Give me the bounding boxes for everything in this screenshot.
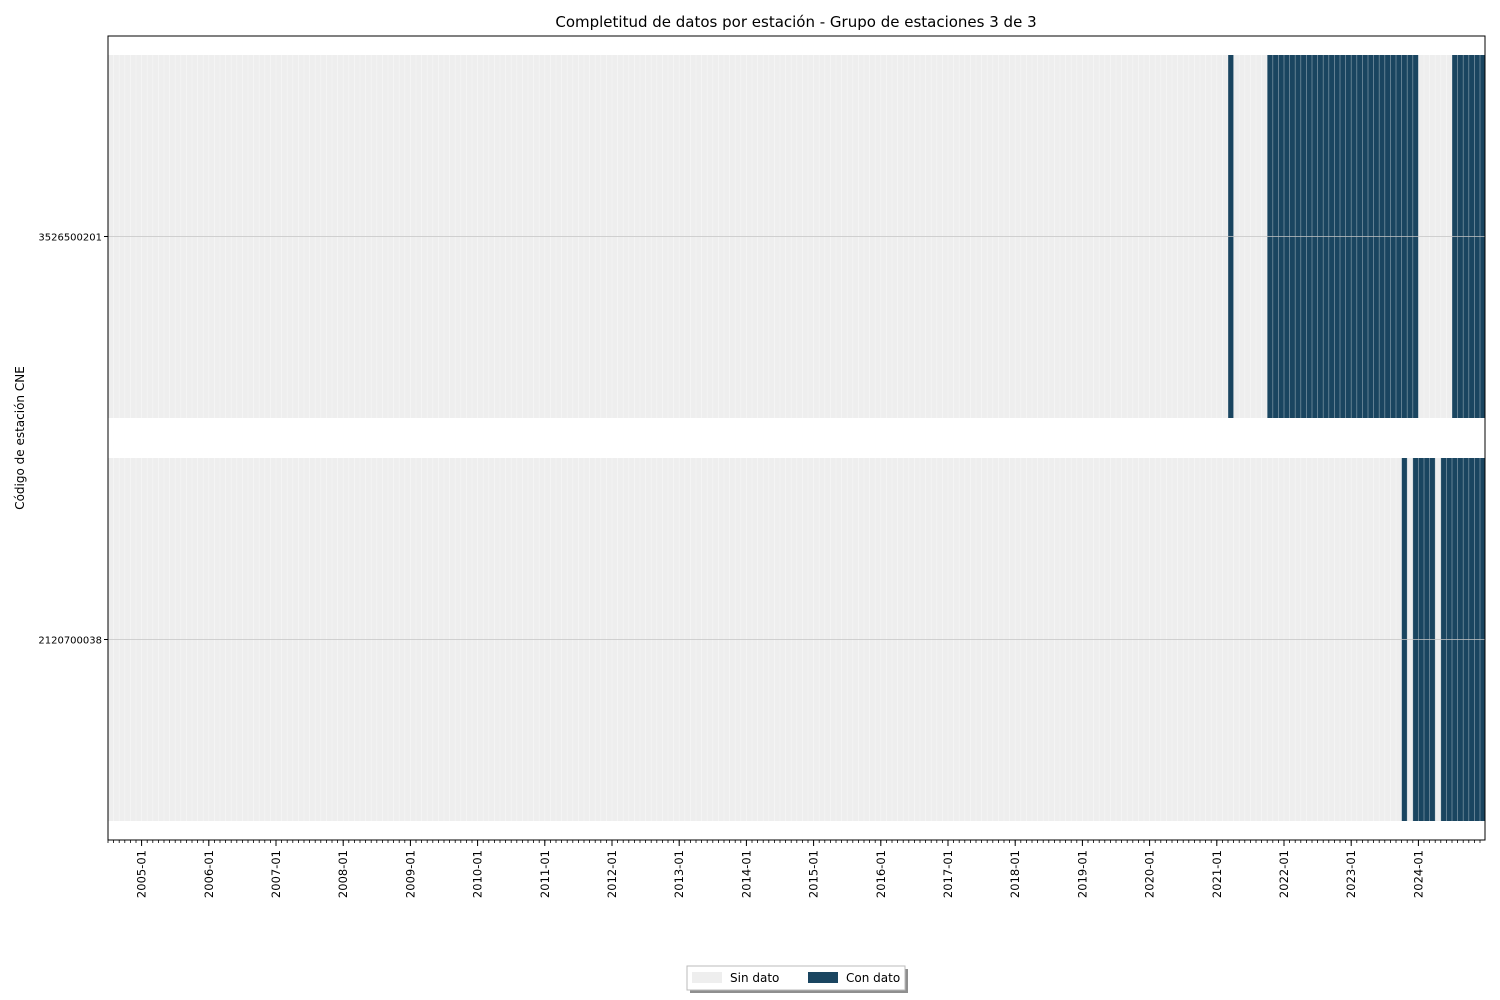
x-tick-label: 2014-01 <box>739 850 753 898</box>
chart-title: Completitud de datos por estación - Grup… <box>555 13 1036 31</box>
x-axis: 2005-01 2006-01 2007-01 2008-01 2009-01 2010-… <box>107 840 1481 898</box>
legend-box <box>686 965 906 991</box>
x-tick-label: 2009-01 <box>403 850 417 898</box>
plot-area <box>107 36 1485 840</box>
x-tick-label: 2023-01 <box>1344 850 1358 898</box>
x-tick-label: 2008-01 <box>336 850 350 898</box>
legend-label-sin-dato: Sin dato <box>730 971 779 985</box>
x-tick-label: 2020-01 <box>1143 850 1157 898</box>
legend-swatch-con-dato <box>808 972 838 983</box>
legend-label-con-dato: Con dato <box>846 971 900 985</box>
x-tick-label: 2017-01 <box>941 850 955 898</box>
x-tick-label: 2006-01 <box>202 850 216 898</box>
x-tick-label: 2011-01 <box>538 850 552 898</box>
x-tick-label: 2010-01 <box>471 850 485 898</box>
x-tick-label: 2019-01 <box>1075 850 1089 898</box>
y-axis: 3526500201 2120700038 <box>38 233 108 647</box>
x-tick-label: 2018-01 <box>1008 850 1022 898</box>
y-tick-label: 3526500201 <box>38 233 102 244</box>
x-tick-label: 2013-01 <box>672 850 686 898</box>
y-tick-label: 2120700038 <box>38 636 102 647</box>
x-tick-label: 2022-01 <box>1277 850 1291 898</box>
y-axis-label: Código de estación CNE <box>13 366 27 510</box>
legend-swatch-sin-dato <box>692 972 722 983</box>
x-tick-label: 2016-01 <box>874 850 888 898</box>
x-tick-label: 2012-01 <box>605 850 619 898</box>
x-tick-label: 2015-01 <box>807 850 821 898</box>
legend: Sin dato Con dato <box>686 965 908 993</box>
x-tick-label: 2021-01 <box>1210 850 1224 898</box>
x-tick-label: 2005-01 <box>135 850 149 898</box>
x-tick-label: 2007-01 <box>269 850 283 898</box>
x-tick-label: 2024-01 <box>1411 850 1425 898</box>
